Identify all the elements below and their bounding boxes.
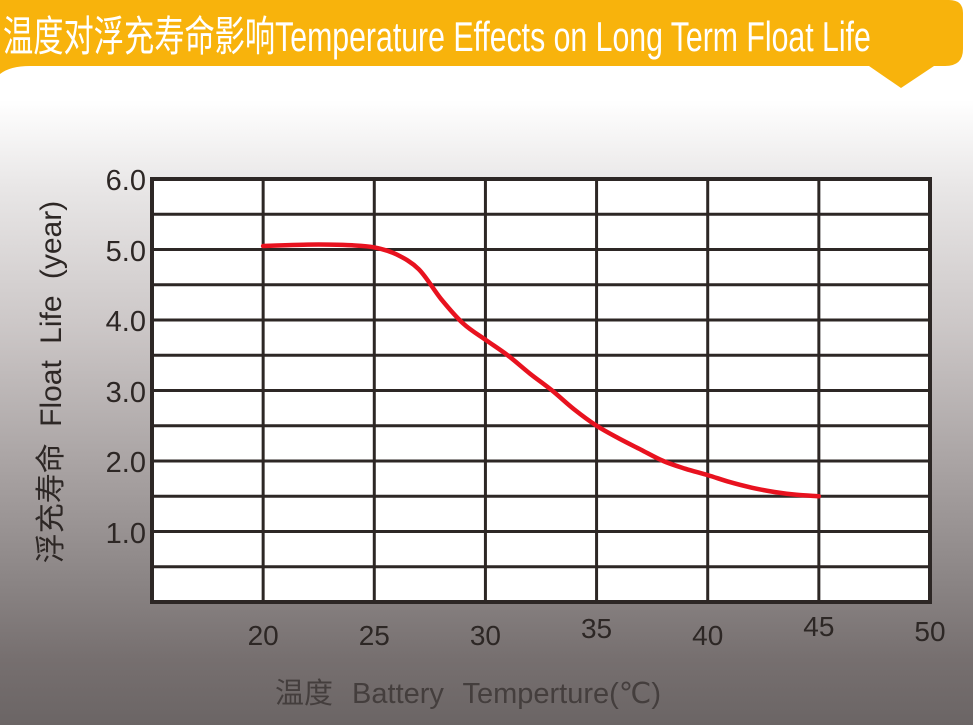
- y-tick-label: 4.0: [105, 306, 146, 338]
- float-life-curve: [260, 242, 822, 499]
- x-axis-title: 温度 Battery Temperture(℃): [274, 678, 662, 710]
- x-tick-label: 40: [692, 620, 724, 651]
- x-tick-label: 25: [358, 620, 390, 651]
- x-tick-label: 50: [914, 616, 946, 647]
- banner-shape: [0, 0, 963, 88]
- x-tick-label: 45: [803, 611, 835, 642]
- chart-title: 温度对浮充寿命影响Temperature Effects on Long Ter…: [3, 12, 871, 60]
- title-banner: [0, 0, 963, 88]
- x-tick-label: 35: [580, 613, 613, 644]
- y-tick-label: 3.0: [105, 376, 146, 409]
- y-tick-label: 5.0: [105, 235, 146, 268]
- y-axis-title: 浮充寿命 Float Life (year): [35, 200, 68, 564]
- y-tick-label: 6.0: [105, 165, 146, 197]
- plot-border: [150, 177, 932, 604]
- x-tick-label: 30: [469, 620, 501, 651]
- y-tick-label: 2.0: [105, 447, 146, 479]
- x-tick-label: 20: [247, 620, 279, 651]
- y-tick-label: 1.0: [105, 517, 146, 550]
